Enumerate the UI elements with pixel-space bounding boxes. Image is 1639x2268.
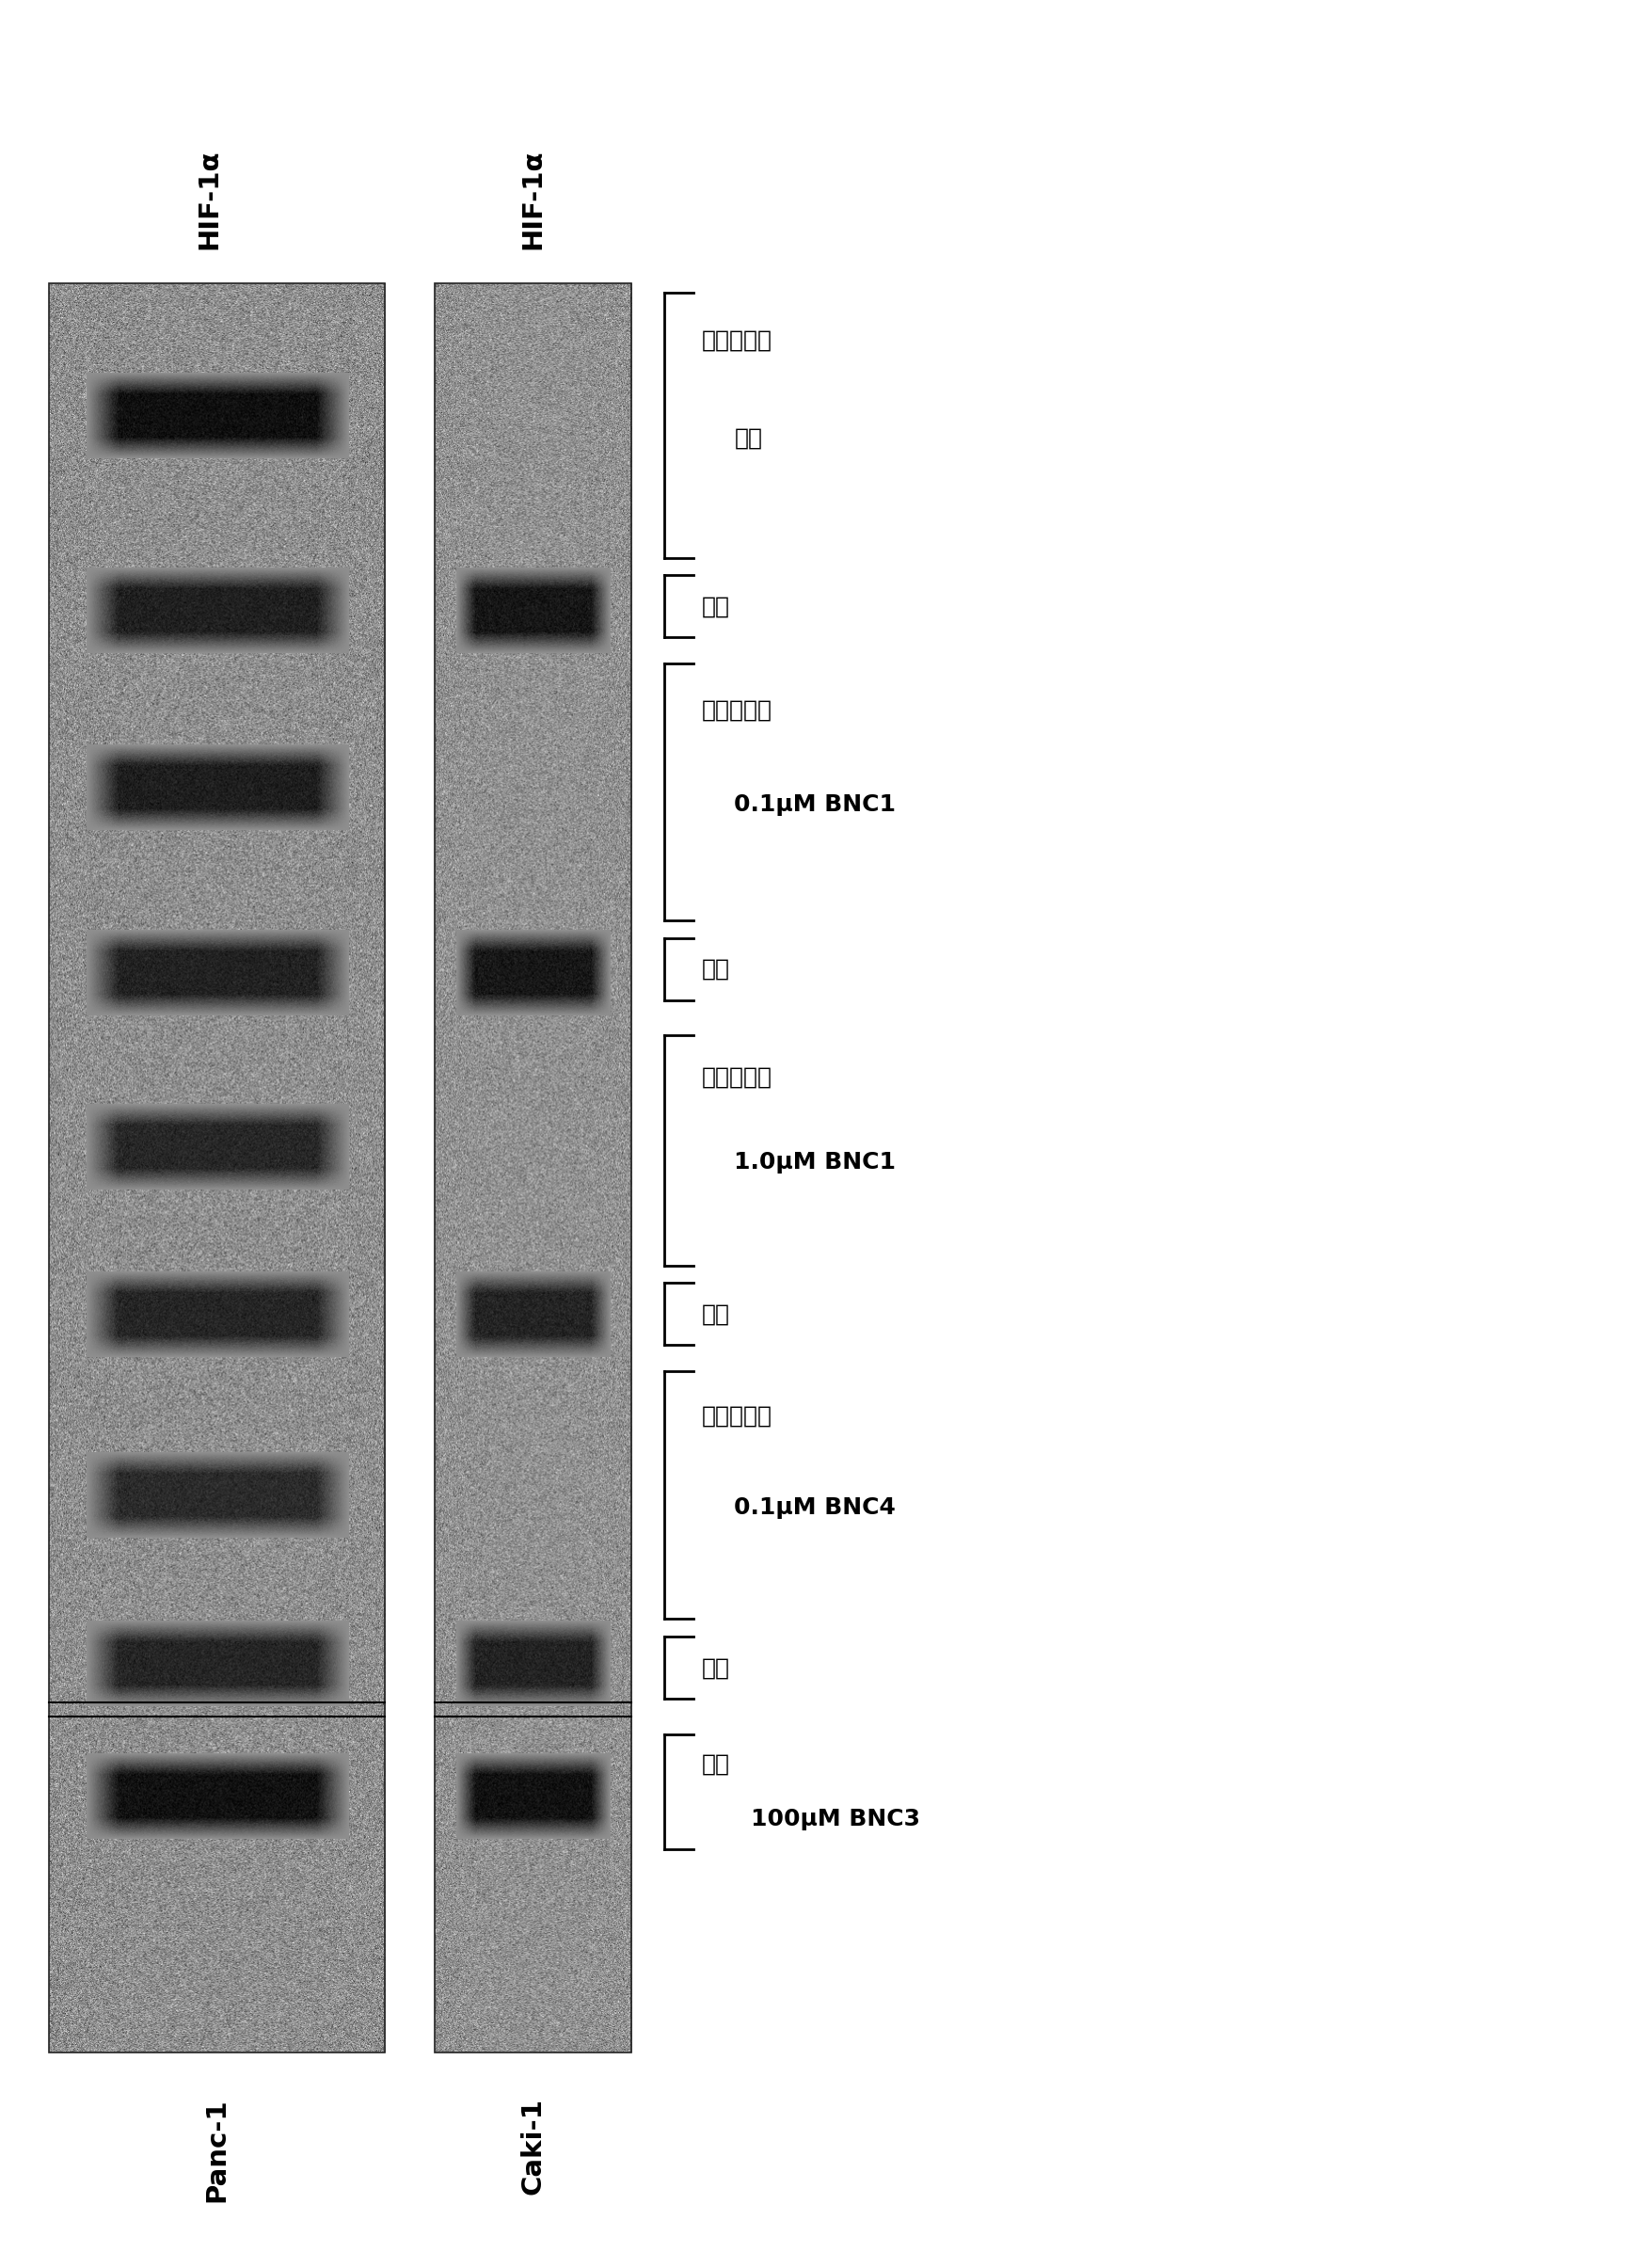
Bar bbox=[49, 284, 385, 2053]
Bar bbox=[434, 284, 631, 2053]
Text: Panc-1: Panc-1 bbox=[203, 2098, 231, 2202]
Text: 正常含氧量: 正常含氧量 bbox=[701, 699, 772, 721]
Text: 100μM BNC3: 100μM BNC3 bbox=[751, 1808, 919, 1830]
Text: 缺氧: 缺氧 bbox=[701, 1302, 729, 1325]
Text: 0.1μM BNC4: 0.1μM BNC4 bbox=[734, 1497, 897, 1520]
Text: 0.1μM BNC1: 0.1μM BNC1 bbox=[734, 794, 897, 816]
Text: 对照: 对照 bbox=[734, 426, 762, 449]
Text: 1.0μM BNC1: 1.0μM BNC1 bbox=[734, 1150, 897, 1173]
Text: Caki-1: Caki-1 bbox=[520, 2098, 546, 2195]
Text: 缺氧: 缺氧 bbox=[701, 1656, 729, 1678]
Text: HIF-1α: HIF-1α bbox=[520, 150, 546, 249]
Text: 缺氧: 缺氧 bbox=[701, 957, 729, 980]
Text: 正常含氧量: 正常含氧量 bbox=[701, 1066, 772, 1089]
Text: 正常含氧量: 正常含氧量 bbox=[701, 1404, 772, 1427]
Text: 正常含氧量: 正常含氧量 bbox=[701, 329, 772, 352]
Text: 缺氧: 缺氧 bbox=[701, 1753, 729, 1776]
Text: 缺氧: 缺氧 bbox=[701, 594, 729, 617]
Text: HIF-1α: HIF-1α bbox=[195, 150, 223, 249]
